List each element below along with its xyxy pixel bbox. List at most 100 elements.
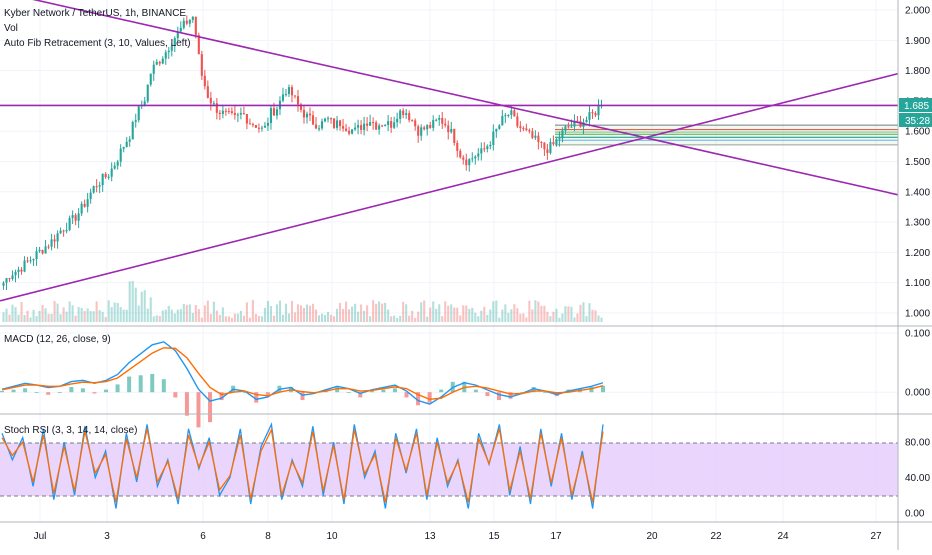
volume-bar: [299, 305, 303, 322]
candle-body: [155, 61, 158, 65]
macd-legend[interactable]: MACD (12, 26, close, 9): [4, 334, 111, 345]
candle-body: [435, 119, 438, 121]
volume-bar: [218, 314, 221, 322]
volume-bar: [56, 303, 59, 322]
candle-body: [203, 75, 206, 87]
candle-body: [257, 127, 260, 129]
volume-bar: [248, 317, 251, 322]
symbol-title[interactable]: Kyber Network / TetherUS, 1h, BINANCE: [4, 8, 187, 19]
fib-legend[interactable]: Auto Fib Retracement (3, 10, Values, Lef…: [4, 38, 191, 49]
volume-bar: [591, 309, 594, 322]
candle-body: [260, 127, 263, 129]
price-tick-label: 1.000: [905, 308, 930, 319]
candle-body: [56, 233, 59, 242]
candle-body: [357, 125, 360, 128]
volume-bar: [489, 309, 492, 322]
volume-bar: [537, 301, 540, 322]
candle-body: [251, 124, 254, 126]
candle-body: [113, 165, 116, 169]
volume-bar: [194, 304, 197, 322]
macd-histogram-bar: [208, 392, 213, 423]
candle-body: [146, 84, 149, 102]
candle-body: [468, 159, 471, 166]
stoch-legend[interactable]: Stoch RSI (3, 3, 14, 14, close): [4, 425, 138, 436]
macd-histogram-bar: [485, 392, 490, 397]
volume-bar: [360, 304, 363, 322]
volume-bar: [239, 310, 242, 322]
candle-body: [242, 113, 245, 115]
macd-axis[interactable]: 0.100 0.000: [905, 328, 930, 398]
candle-body: [564, 126, 567, 131]
trendline-descending: [32, 0, 899, 196]
volume-bar: [134, 287, 137, 322]
volume-bar: [411, 310, 414, 322]
candle-body: [98, 185, 101, 187]
candle-body: [369, 122, 372, 126]
volume-bar: [173, 313, 176, 322]
time-axis[interactable]: Jul 3 6 8 10 13 15 17 20 22 24 27: [34, 531, 882, 542]
candle-body: [239, 113, 242, 115]
volume-bar: [522, 313, 525, 322]
volume-bar: [351, 306, 354, 322]
price-tick-label: 1.500: [905, 157, 930, 168]
candle-body: [23, 260, 26, 272]
macd-histogram-bar: [254, 392, 259, 403]
macd-histogram-bar: [416, 392, 421, 406]
volume-bar: [441, 316, 444, 322]
volume-bar: [32, 309, 35, 322]
candle-body: [423, 127, 426, 130]
stoch-band: [0, 443, 898, 496]
volume-bar: [137, 305, 140, 322]
candle-body: [323, 118, 327, 122]
macd-histogram-bar: [601, 385, 605, 393]
volume-bar: [44, 308, 47, 322]
candle-body: [89, 192, 92, 200]
candle-body: [92, 186, 95, 193]
volume-bar: [230, 317, 233, 322]
vol-legend[interactable]: Vol: [4, 23, 18, 34]
candle-body: [59, 230, 62, 234]
volume-bar: [314, 309, 318, 322]
volume-bar: [492, 301, 495, 322]
price-tick-label: 1.400: [905, 187, 930, 198]
candle-body: [333, 118, 336, 128]
fib-zone: [555, 125, 898, 145]
volume-bar: [104, 317, 107, 322]
candle-body: [585, 119, 588, 123]
candle-body: [86, 199, 89, 207]
price-tick-label: 1.300: [905, 218, 930, 229]
candle-body: [230, 111, 233, 113]
candle-body: [456, 142, 459, 151]
candle-body: [128, 139, 131, 142]
time-tick-label: 3: [104, 531, 110, 542]
volume-bar: [68, 301, 71, 322]
trendline-layer[interactable]: [0, 0, 899, 302]
candle-body: [80, 203, 83, 214]
candle-body: [525, 128, 528, 131]
volume-bar: [513, 304, 516, 322]
volume-bar: [372, 300, 375, 322]
volume-bar: [287, 313, 291, 322]
volume-bar: [414, 317, 417, 322]
macd-histogram-bar: [0, 390, 4, 393]
candle-body: [450, 128, 453, 133]
volume-bar: [89, 311, 92, 322]
volume-bar: [326, 311, 330, 322]
candle-body: [173, 38, 176, 47]
macd-histogram-bar: [92, 392, 97, 394]
volume-bar: [426, 316, 429, 322]
candle-body: [477, 153, 480, 157]
volume-bar: [119, 307, 122, 322]
trendline-ascending: [0, 72, 899, 302]
price-tick-label: 1.600: [905, 127, 930, 138]
macd-histogram-bar: [104, 389, 109, 393]
candle-body: [474, 156, 477, 159]
fib-retracement-layer: [555, 124, 898, 146]
candle-body: [528, 130, 531, 132]
volume-bar: [2, 312, 5, 322]
stoch-axis[interactable]: 80.00 40.00 0.00: [905, 438, 930, 520]
candle-body: [224, 110, 227, 112]
volume-bar: [53, 300, 56, 322]
